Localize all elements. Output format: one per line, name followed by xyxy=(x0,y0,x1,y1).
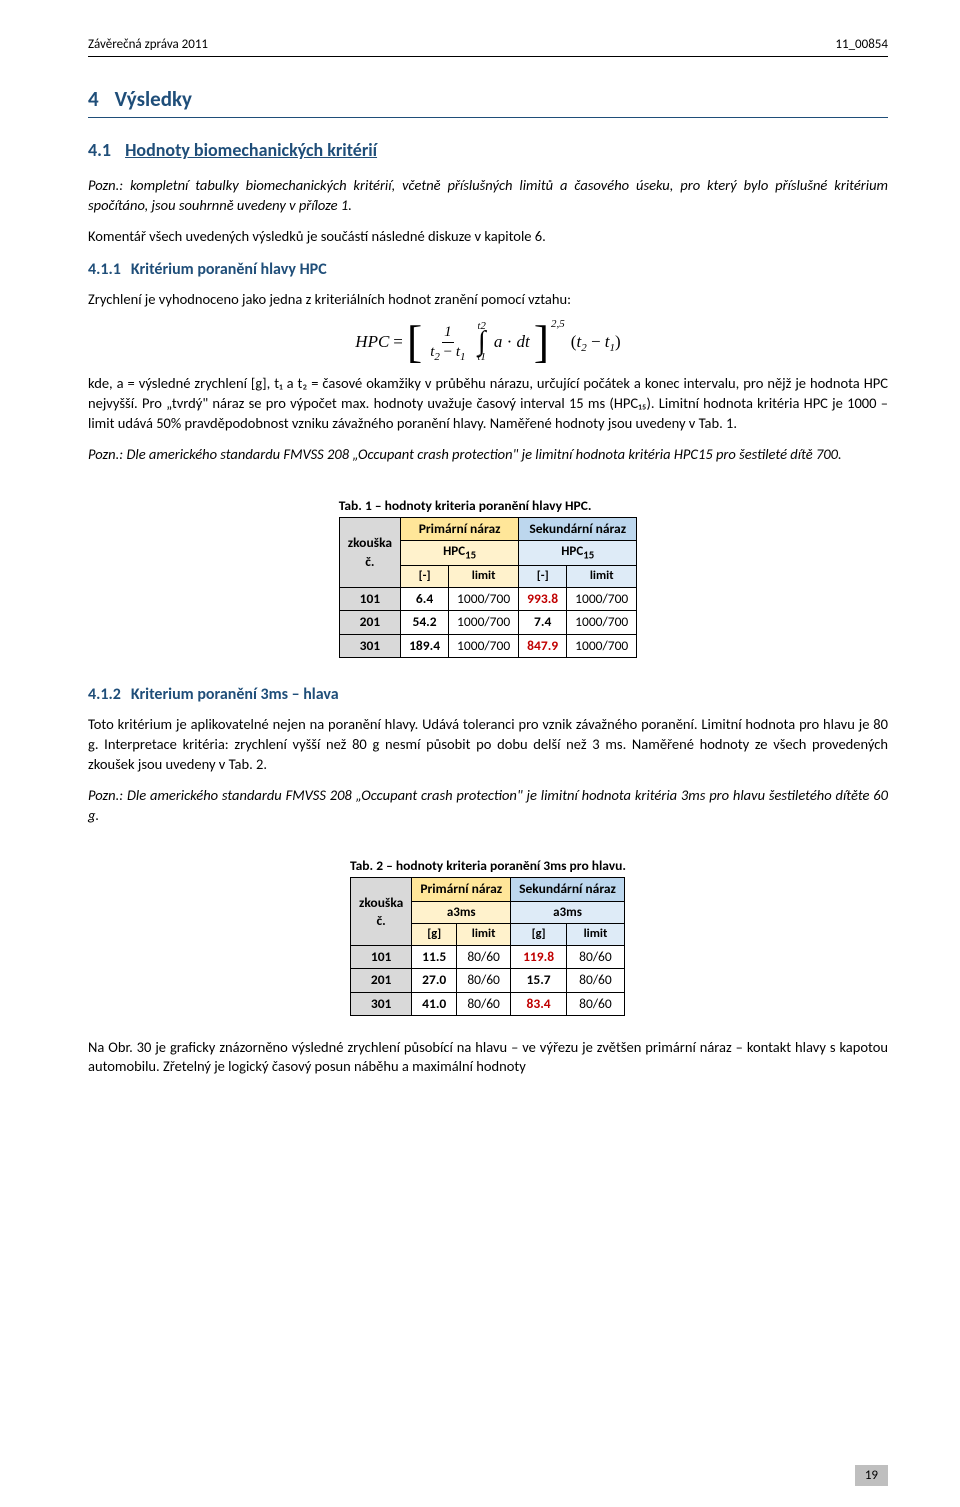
primary-limit: 80/60 xyxy=(457,969,511,992)
hpc-formula: HPC = [ 1 t2 − t1 t2 ∫ t1 a · dt ] xyxy=(88,322,888,362)
primary-limit: 80/60 xyxy=(457,992,511,1015)
para-3ms-desc: Toto kritérium je aplikovatelné nejen na… xyxy=(88,715,888,774)
h3-num: 4.1.1 xyxy=(88,260,121,279)
heading-3-3ms: 4.1.2 Kriterium poranění 3ms – hlava xyxy=(88,684,888,706)
para-hpc-intro: Zrychlení je vyhodnoceno jako jedna z kr… xyxy=(88,290,888,310)
secondary-limit: 80/60 xyxy=(567,992,625,1015)
secondary-value: 993.8 xyxy=(519,588,567,611)
tab2-sec-sub: a3ms xyxy=(511,901,625,924)
note-3ms-fmvss: Pozn.: Dle amerického standardu FMVSS 20… xyxy=(88,786,888,825)
secondary-value: 15.7 xyxy=(511,969,567,992)
row-id: 301 xyxy=(350,992,411,1015)
secondary-limit: 1000/700 xyxy=(567,588,637,611)
table1: zkouškač. Primární náraz Sekundární nára… xyxy=(339,517,638,658)
tab2-prim-hdr: Primární náraz xyxy=(412,878,511,901)
f-exp: 2,5 xyxy=(551,317,565,332)
tab1-sec-sub: HPC15 xyxy=(519,541,637,566)
tab1-sec-unit-l: limit xyxy=(567,566,637,588)
heading-2: 4.1 Hodnoty biomechanických kritérií xyxy=(88,138,888,162)
f-integral: t2 ∫ t1 xyxy=(478,322,486,362)
note-para: Pozn.: kompletní tabulky biomechanických… xyxy=(88,176,888,215)
table-row: 301189.41000/700847.91000/700 xyxy=(339,634,637,657)
primary-value: 27.0 xyxy=(412,969,457,992)
secondary-limit: 1000/700 xyxy=(567,611,637,634)
row-id: 101 xyxy=(350,946,411,969)
row-id: 301 xyxy=(339,634,400,657)
h3-text: Kritérium poranění hlavy HPC xyxy=(131,260,327,279)
f-frac-top: 1 xyxy=(442,325,454,343)
secondary-value: 119.8 xyxy=(511,946,567,969)
primary-limit: 1000/700 xyxy=(449,588,519,611)
tab2-sec-unit-l: limit xyxy=(567,924,625,946)
secondary-limit: 1000/700 xyxy=(567,634,637,657)
f-integrand: a · dt xyxy=(494,331,530,354)
primary-value: 189.4 xyxy=(401,634,449,657)
primary-value: 54.2 xyxy=(401,611,449,634)
header-left: Závěrečná zpráva 2011 xyxy=(88,36,208,54)
para-hpc-desc: kde, a = výsledné zrychlení [g], t₁ a t₂… xyxy=(88,374,888,433)
secondary-value: 83.4 xyxy=(511,992,567,1015)
heading-3-hpc: 4.1.1 Kritérium poranění hlavy HPC xyxy=(88,259,888,281)
h1-num: 4 xyxy=(88,86,99,112)
tab2-rowhdr: zkouškač. xyxy=(350,878,411,946)
table2-caption: Tab. 2 – hodnoty kriteria poranění 3ms p… xyxy=(350,857,626,875)
table1-wrap: Tab. 1 – hodnoty kriteria poranění hlavy… xyxy=(88,477,888,658)
f-eq: = xyxy=(393,331,403,354)
row-id: 101 xyxy=(339,588,400,611)
page-footer: 19 xyxy=(855,1465,888,1485)
tab1-sec-hdr: Sekundární náraz xyxy=(519,517,637,540)
tab1-prim-unit-l: limit xyxy=(449,566,519,588)
secondary-limit: 80/60 xyxy=(567,946,625,969)
tab2-prim-unit-l: limit xyxy=(457,924,511,946)
h3b-num: 4.1.2 xyxy=(88,685,121,704)
bracket-right-1: ] xyxy=(534,324,549,361)
table-row: 20127.080/6015.780/60 xyxy=(350,969,624,992)
heading-1: 4 Výsledky xyxy=(88,85,888,118)
page-number: 19 xyxy=(855,1465,888,1486)
primary-limit: 1000/700 xyxy=(449,634,519,657)
secondary-limit: 80/60 xyxy=(567,969,625,992)
tab1-sec-unit-v: [-] xyxy=(519,566,567,588)
h3b-text: Kriterium poranění 3ms – hlava xyxy=(131,685,339,704)
page: Závěrečná zpráva 2011 11_00854 4 Výsledky… xyxy=(0,0,960,1507)
table2: zkouškač. Primární náraz Sekundární nára… xyxy=(350,877,625,1015)
tab1-rowhdr: zkouškač. xyxy=(339,517,400,587)
row-id: 201 xyxy=(339,611,400,634)
para-comment: Komentář všech uvedených výsledků je sou… xyxy=(88,227,888,247)
para-obr30: Na Obr. 30 je graficky znázorněno výsled… xyxy=(88,1038,888,1077)
primary-limit: 1000/700 xyxy=(449,611,519,634)
secondary-value: 7.4 xyxy=(519,611,567,634)
note-hpc-fmvss: Pozn.: Dle amerického standardu FMVSS 20… xyxy=(88,445,888,465)
table-row: 30141.080/6083.480/60 xyxy=(350,992,624,1015)
table2-wrap: Tab. 2 – hodnoty kriteria poranění 3ms p… xyxy=(88,837,888,1016)
f-lhs: HPC xyxy=(355,331,389,354)
secondary-value: 847.9 xyxy=(519,634,567,657)
tab2-sec-hdr: Sekundární náraz xyxy=(511,878,625,901)
tab2-sec-unit-v: [g] xyxy=(511,924,567,946)
header-right: 11_00854 xyxy=(835,36,888,54)
h2-text: Hodnoty biomechanických kritérií xyxy=(125,139,377,161)
tab1-prim-hdr: Primární náraz xyxy=(401,517,519,540)
f-tail: (t2 − t1) xyxy=(571,331,621,354)
h2-num: 4.1 xyxy=(88,138,111,162)
tab1-prim-unit-v: [-] xyxy=(401,566,449,588)
f-frac-bot: t2 − t1 xyxy=(430,343,465,360)
primary-limit: 80/60 xyxy=(457,946,511,969)
h1-text: Výsledky xyxy=(115,86,192,112)
primary-value: 41.0 xyxy=(412,992,457,1015)
tab1-prim-sub: HPC15 xyxy=(401,541,519,566)
primary-value: 6.4 xyxy=(401,588,449,611)
row-id: 201 xyxy=(350,969,411,992)
table1-caption: Tab. 1 – hodnoty kriteria poranění hlavy… xyxy=(339,497,638,515)
tab2-prim-sub: a3ms xyxy=(412,901,511,924)
table-row: 1016.41000/700993.81000/700 xyxy=(339,588,637,611)
header: Závěrečná zpráva 2011 11_00854 xyxy=(88,36,888,57)
table-row: 20154.21000/7007.41000/700 xyxy=(339,611,637,634)
f-frac: 1 t2 − t1 xyxy=(430,325,465,360)
tab2-prim-unit-v: [g] xyxy=(412,924,457,946)
table-row: 10111.580/60119.880/60 xyxy=(350,946,624,969)
primary-value: 11.5 xyxy=(412,946,457,969)
bracket-left-1: [ xyxy=(407,324,422,361)
